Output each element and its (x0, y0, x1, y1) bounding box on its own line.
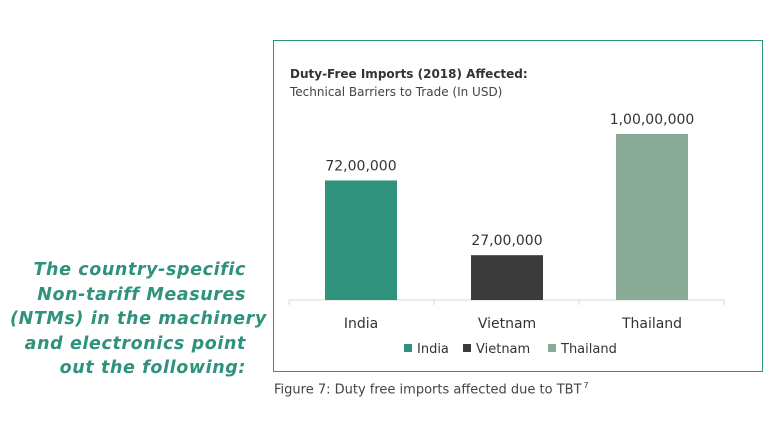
side-text-line: out the following: (59, 358, 246, 378)
chart-frame: 72,00,000 India 27,00,000 Vietnam 1,00,00,00… (273, 40, 763, 372)
bar-thailand (616, 134, 688, 300)
side-text-line: Non-tariff Measures (37, 284, 246, 305)
chart-title: Duty-Free Imports (2018) Affected: (290, 67, 528, 81)
bar-vietnam (471, 255, 543, 300)
data-label: 72,00,000 (325, 158, 396, 174)
chart-subtitle: Technical Barriers to Trade (In USD) (290, 85, 503, 99)
figure-caption: Figure 7: Duty free imports affected due… (274, 381, 589, 397)
legend-label: Thailand (560, 342, 617, 357)
caption-text: Figure 7: Duty free imports affected due… (274, 382, 582, 398)
legend-swatch-vietnam (463, 344, 471, 352)
legend-label: India (417, 342, 449, 357)
legend-swatch-thailand (548, 344, 556, 352)
data-label: 27,00,000 (471, 233, 542, 249)
side-text-line: and electronics point (24, 333, 246, 354)
legend-swatch-india (404, 344, 412, 352)
data-label: 1,00,00,000 (610, 112, 695, 128)
legend-label: Vietnam (476, 342, 530, 357)
x-tick-label: Thailand (621, 316, 682, 332)
side-text-line: The country-specific (33, 260, 246, 280)
x-tick-label: Vietnam (478, 316, 536, 332)
caption-footnote-marker: 7 (583, 381, 589, 390)
x-tick-label: India (344, 316, 378, 332)
side-callout-text: The country-specific Non-tariff Measures… (10, 258, 267, 381)
bar-chart: 72,00,000 India 27,00,000 Vietnam 1,00,00,00… (288, 112, 725, 357)
bar-india (325, 180, 397, 300)
side-text-line: (NTMs) in the machinery (10, 309, 267, 329)
